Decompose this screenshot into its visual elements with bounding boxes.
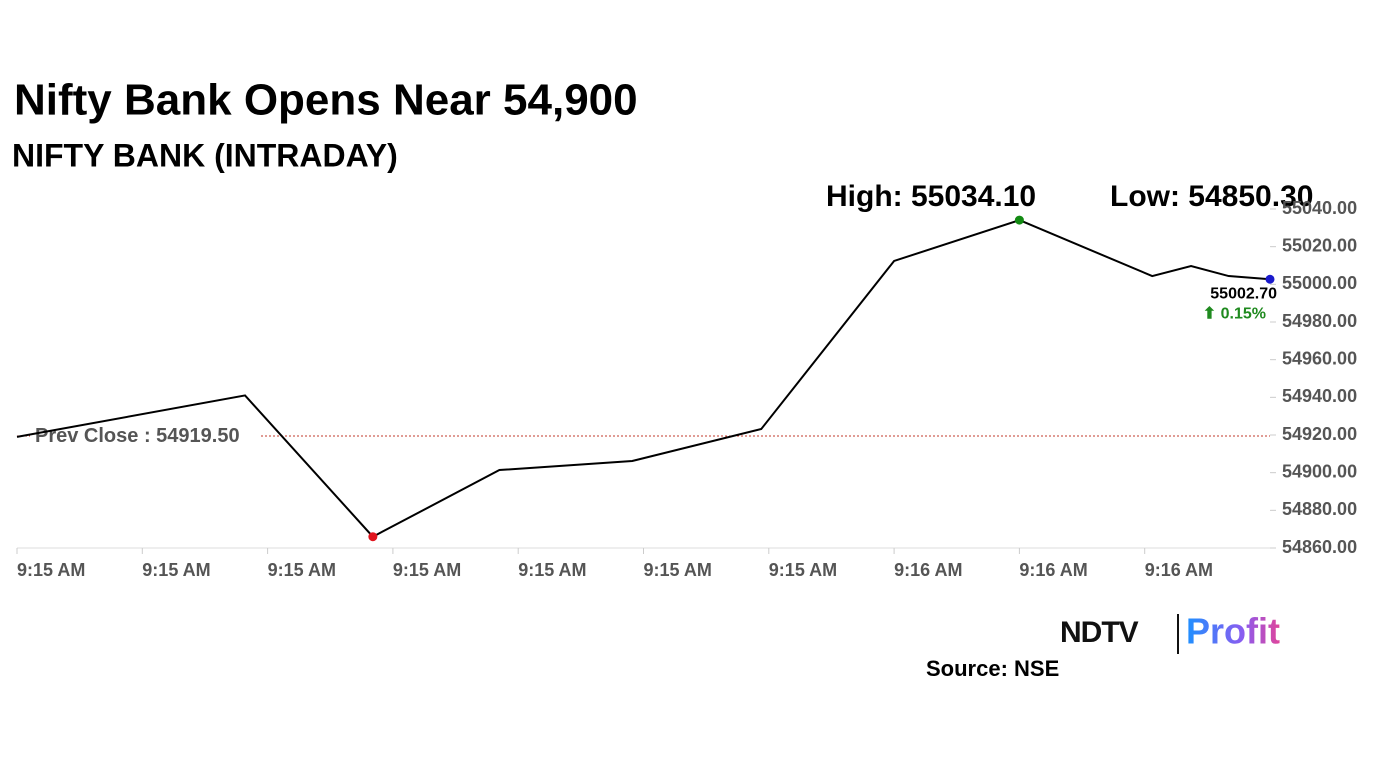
point-marker — [1265, 274, 1275, 284]
point-marker — [368, 532, 378, 542]
x-tick-label: 9:16 AM — [1145, 560, 1213, 580]
x-tick-label: 9:15 AM — [518, 560, 586, 580]
y-tick-label: 54900.00 — [1282, 461, 1357, 481]
y-tick-label: 54920.00 — [1282, 424, 1357, 444]
y-tick-label: 54960.00 — [1282, 348, 1357, 368]
y-tick-label: 55020.00 — [1282, 235, 1357, 255]
change-label: ⬆ 0.15% — [1203, 305, 1266, 322]
x-tick-label: 9:15 AM — [17, 560, 85, 580]
x-tick-label: 9:16 AM — [894, 560, 962, 580]
y-tick-label: 54860.00 — [1282, 537, 1357, 557]
x-tick-label: 9:15 AM — [644, 560, 712, 580]
point-marker — [1014, 215, 1024, 225]
y-tick-label: 54980.00 — [1282, 311, 1357, 331]
x-tick-label: 9:15 AM — [142, 560, 210, 580]
x-tick-label: 9:15 AM — [393, 560, 461, 580]
source: Source: NSE — [926, 656, 1059, 681]
y-tick-label: 54880.00 — [1282, 499, 1357, 519]
x-tick-label: 9:15 AM — [268, 560, 336, 580]
x-tick-label: 9:15 AM — [769, 560, 837, 580]
high-label: High: 55034.10 — [826, 180, 1036, 213]
logo-profit: Profit — [1186, 611, 1280, 652]
price-line — [16, 219, 1271, 538]
logo-ndtv: NDTV — [1060, 616, 1139, 649]
chart-subtitle: NIFTY BANK (INTRADAY) — [12, 137, 398, 173]
y-tick-label: 55000.00 — [1282, 273, 1357, 293]
y-tick-label: 54940.00 — [1282, 386, 1357, 406]
x-tick-label: 9:16 AM — [1019, 560, 1087, 580]
chart-title: Nifty Bank Opens Near 54,900 — [14, 76, 638, 125]
last-value-label: 55002.70 — [1210, 285, 1277, 302]
y-tick-label: 55040.00 — [1282, 198, 1357, 218]
prev-close-label: Prev Close : 54919.50 — [35, 425, 240, 447]
low-label: Low: 54850.30 — [1110, 180, 1313, 213]
